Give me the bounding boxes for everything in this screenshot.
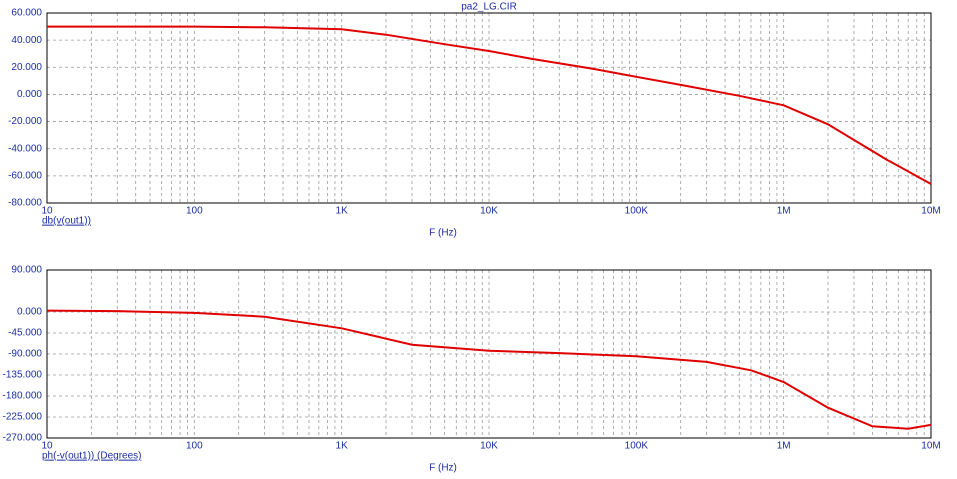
y-tick-label: 0.000: [17, 307, 42, 318]
y-tick-label: 60.000: [11, 8, 42, 19]
x-tick-label: 1M: [777, 441, 791, 452]
x-tick-label: 1M: [777, 206, 791, 217]
series-line: [47, 25, 932, 185]
y-tick-label: -180.000: [3, 391, 43, 402]
series-label: db(v(out1)): [42, 216, 91, 227]
y-tick-label: -225.000: [3, 412, 43, 423]
y-tick-label: -45.000: [8, 328, 42, 339]
y-tick-label: -135.000: [3, 370, 43, 381]
x-tick-label: 10K: [480, 206, 498, 217]
x-tick-label: 100K: [625, 206, 649, 217]
y-tick-label: 0.000: [17, 89, 42, 100]
y-tick-label: -20.000: [8, 116, 42, 127]
x-tick-label: 10M: [921, 441, 940, 452]
x-tick-label: 1K: [336, 441, 349, 452]
series-label: ph(-v(out1)) (Degrees): [42, 451, 141, 462]
y-tick-label: 90.000: [11, 265, 42, 276]
plot-frame: [46, 12, 932, 204]
x-axis-label: F (Hz): [429, 228, 457, 239]
y-tick-label: -80.000: [8, 198, 42, 209]
y-tick-label: 40.000: [11, 35, 42, 46]
y-tick-label: -270.000: [3, 433, 43, 444]
x-axis-label: F (Hz): [429, 463, 457, 474]
x-tick-label: 10: [41, 441, 53, 452]
x-tick-label: 10K: [480, 441, 498, 452]
plot-frame: [46, 269, 932, 439]
x-tick-label: 100: [186, 206, 203, 217]
y-tick-label: 20.000: [11, 62, 42, 73]
chart-title: pa2_LG.CIR: [461, 2, 517, 13]
y-tick-label: -60.000: [8, 170, 42, 181]
x-tick-label: 10M: [921, 206, 940, 217]
x-tick-label: 100K: [625, 441, 649, 452]
x-tick-label: 1K: [336, 206, 349, 217]
x-tick-label: 100: [186, 441, 203, 452]
series-line: [46, 309, 932, 430]
y-tick-label: -90.000: [8, 349, 42, 360]
x-tick-label: 10: [41, 206, 53, 217]
y-tick-label: -40.000: [8, 143, 42, 154]
